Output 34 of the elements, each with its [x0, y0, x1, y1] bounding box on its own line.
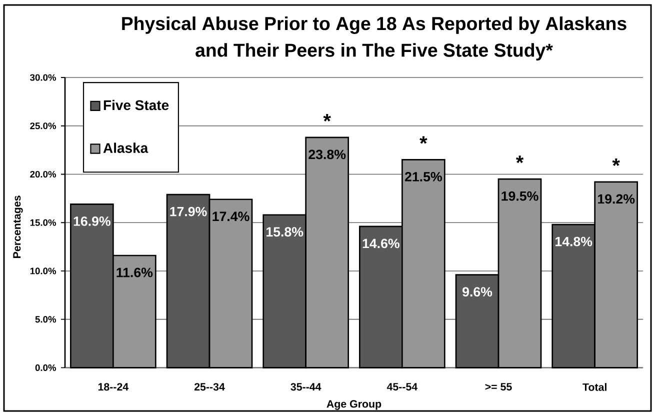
legend-label: Five State	[104, 100, 169, 110]
y-tick-label: 10.0%	[30, 268, 56, 274]
y-tick-label: 5.0%	[35, 316, 56, 323]
y-tick-label: 0.0%	[35, 364, 56, 371]
y-tick-label: 20.0%	[30, 170, 56, 178]
x-tick-label: 35--44	[290, 383, 322, 391]
data-label: 23.8%	[308, 150, 346, 160]
data-label: 21.5%	[404, 172, 442, 182]
data-label: 16.9%	[74, 216, 110, 226]
data-label: 19.2%	[598, 194, 635, 204]
annotation: *	[516, 156, 524, 164]
y-tick-label: 15.0%	[30, 219, 56, 226]
annotation: *	[323, 114, 331, 122]
x-tick-label: 25--34	[194, 383, 225, 391]
chart-title: Physical Abuse Prior to Age 18 As Reported by Alaskans and Their Peers in The Five State Study*	[122, 16, 626, 61]
y-tick-label: 25.0%	[30, 122, 56, 130]
x-tick-label: Total	[582, 383, 606, 391]
data-label: 17.4%	[212, 212, 250, 222]
data-label: 14.6%	[362, 238, 400, 248]
data-label: 15.8%	[266, 227, 304, 237]
annotation: *	[420, 136, 428, 144]
annotation: *	[612, 158, 620, 166]
x-axis-title: Age Group	[326, 400, 382, 410]
x-tick-label: >= 55	[485, 383, 512, 391]
data-label: 17.9%	[170, 206, 207, 216]
y-tick-label: 30.0%	[30, 74, 56, 81]
legend-label: Alaska	[103, 142, 148, 153]
x-tick-label: 45--54	[386, 383, 418, 391]
data-label: 14.8%	[556, 236, 592, 246]
data-label: 9.6%	[462, 287, 492, 297]
data-label: 19.5%	[502, 191, 538, 201]
x-tick-label: 18--24	[98, 383, 129, 391]
y-axis-title: Percentages	[13, 196, 23, 258]
data-label: 11.6%	[116, 268, 153, 278]
